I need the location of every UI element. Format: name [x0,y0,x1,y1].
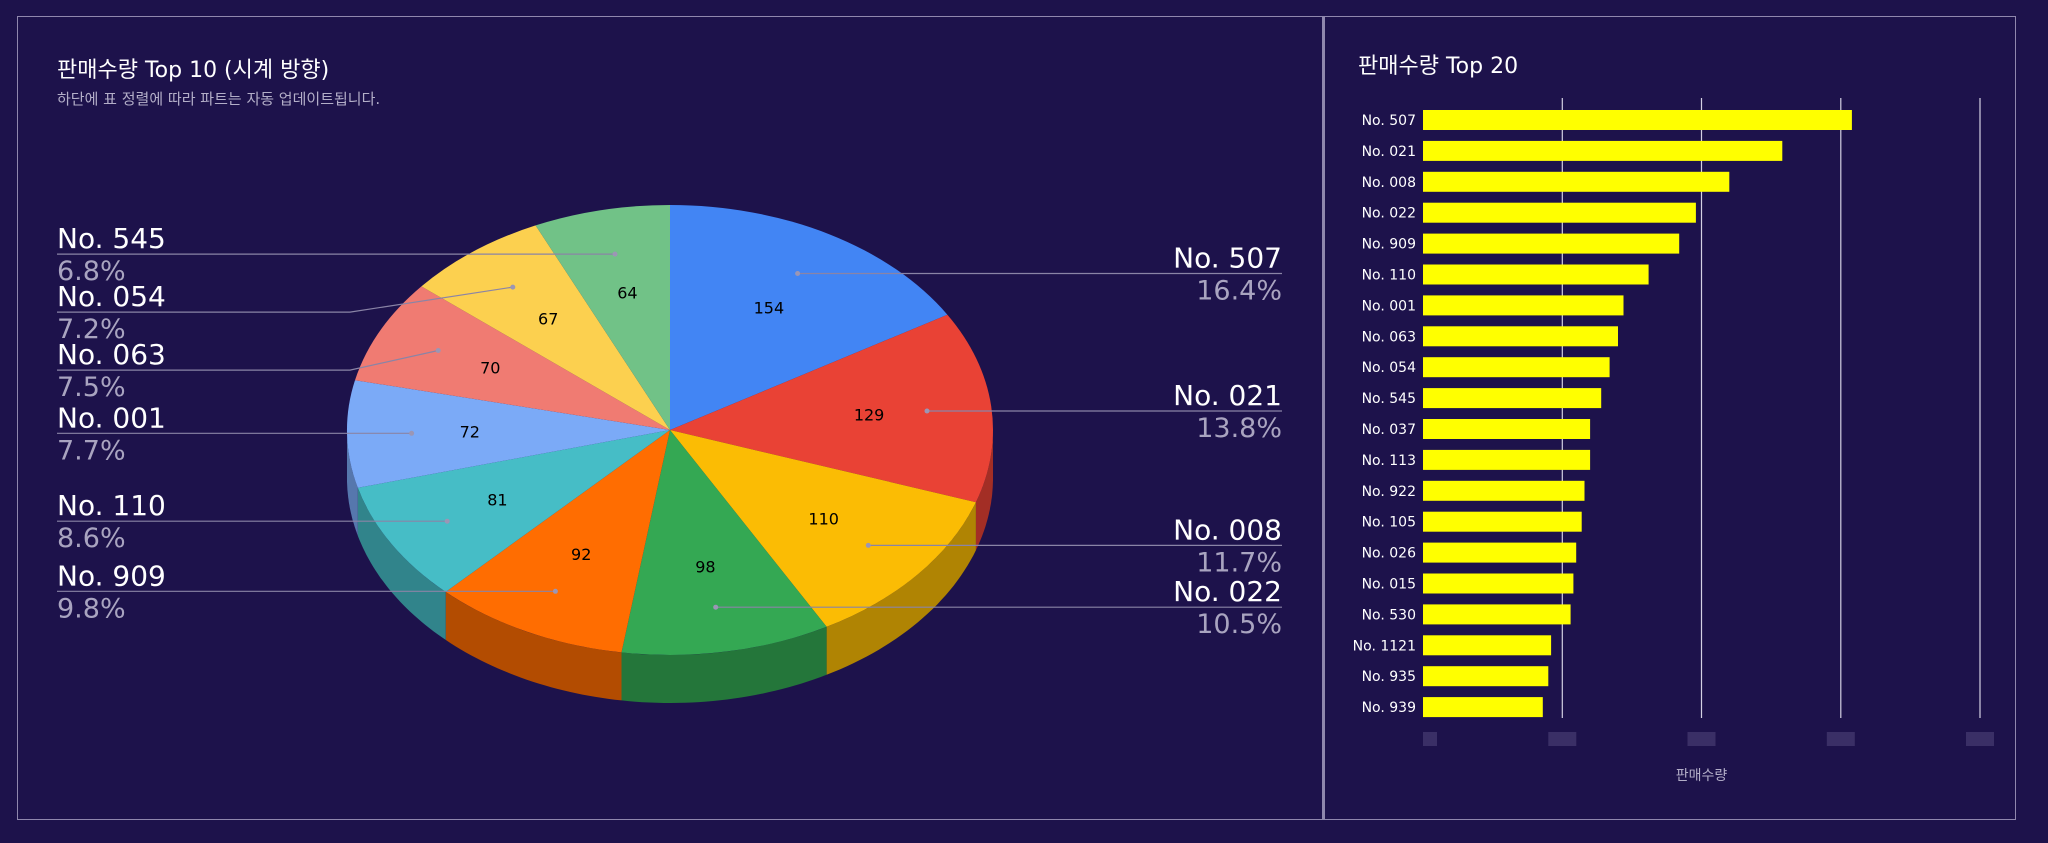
pie-side-021 [975,430,993,551]
leader-dot [510,284,516,290]
pie-side-008 [826,502,976,675]
pie-slice-name: No. 063 [57,338,166,371]
pie-leader-lines [57,251,1282,610]
pie-slice-percent: 13.8% [1196,413,1282,444]
pie-slice-percent: 7.2% [57,314,126,345]
pie-slice-021 [670,314,994,503]
pie-slice-percent: 11.7% [1196,547,1282,578]
pie-value-label: 70 [480,358,500,377]
pie-slice-909 [445,430,670,653]
leader-dot [924,408,930,414]
pie-value-label: 110 [808,509,839,528]
pie-chart-subtitle: 하단에 표 정렬에 따라 파트는 자동 업데이트됩니다. [57,90,381,108]
leader-dot [612,251,618,257]
pie-value-label: 64 [617,284,637,303]
leader-dot [795,271,801,276]
pie-slice-name: No. 909 [57,559,166,592]
pie-value-labels: 154 129 110 98 92 81 72 70 67 64 [460,284,885,577]
pie-slice-name: No. 545 [57,222,166,255]
pie-slice-percent: 7.7% [57,435,126,466]
pie-slice-percent: 16.4% [1196,276,1282,307]
pie-side-001 [347,430,358,536]
pie-slice-name: No. 008 [1173,513,1282,546]
pie-slice-percent: 9.8% [57,593,126,624]
pie-side-110 [357,487,446,640]
pie-slice-008 [670,430,976,627]
pie-value-label: 98 [695,557,715,576]
pie-value-label: 67 [538,309,558,328]
pie-slice-percent: 6.8% [57,256,126,287]
leader-dot [552,588,558,594]
pie-slice-545 [535,205,670,430]
leader-dot [435,348,441,353]
pie-slice-063 [355,286,670,430]
leader-dot [444,518,450,524]
leader-line [57,349,439,371]
pie-side-909 [445,591,622,701]
pie-slice-percent: 8.6% [57,523,126,554]
pie-slice-name: No. 021 [1173,379,1282,412]
pie-slice-022 [621,430,827,655]
panel-divider [1322,16,1324,820]
leader-dot [713,604,719,610]
pie-slice-name: No. 054 [57,280,166,313]
bar-chart-title: 판매수량 Top 20 [1358,54,1519,79]
leader-line [57,286,513,313]
pie-value-label: 81 [487,491,507,510]
pie-slice-054 [421,225,670,430]
bar-chart-panel [1324,16,2016,820]
pie-value-label: 129 [854,405,885,424]
leader-dot [409,430,415,436]
pie-slice-name: No. 110 [57,489,166,522]
pie-slice-507 [670,205,948,430]
pie-slice-percent: 7.5% [57,372,126,403]
pie-sides [347,430,993,703]
pie-slice-001 [346,380,670,488]
pie-chart-title: 판매수량 Top 10 (시계 방향) [57,58,330,83]
pie-slice-percent: 10.5% [1196,609,1282,640]
pie-value-label: 72 [460,423,480,442]
pie-slice-name: No. 507 [1173,242,1282,275]
pie-slice-name: No. 022 [1173,575,1282,608]
pie-value-label: 92 [571,545,591,564]
pie-slice-name: No. 001 [57,401,166,434]
pie-side-022 [621,626,827,703]
pie-slice-110 [357,430,670,592]
pie-value-label: 154 [754,299,785,318]
pie-slices [346,205,994,655]
leader-dot [865,542,871,548]
